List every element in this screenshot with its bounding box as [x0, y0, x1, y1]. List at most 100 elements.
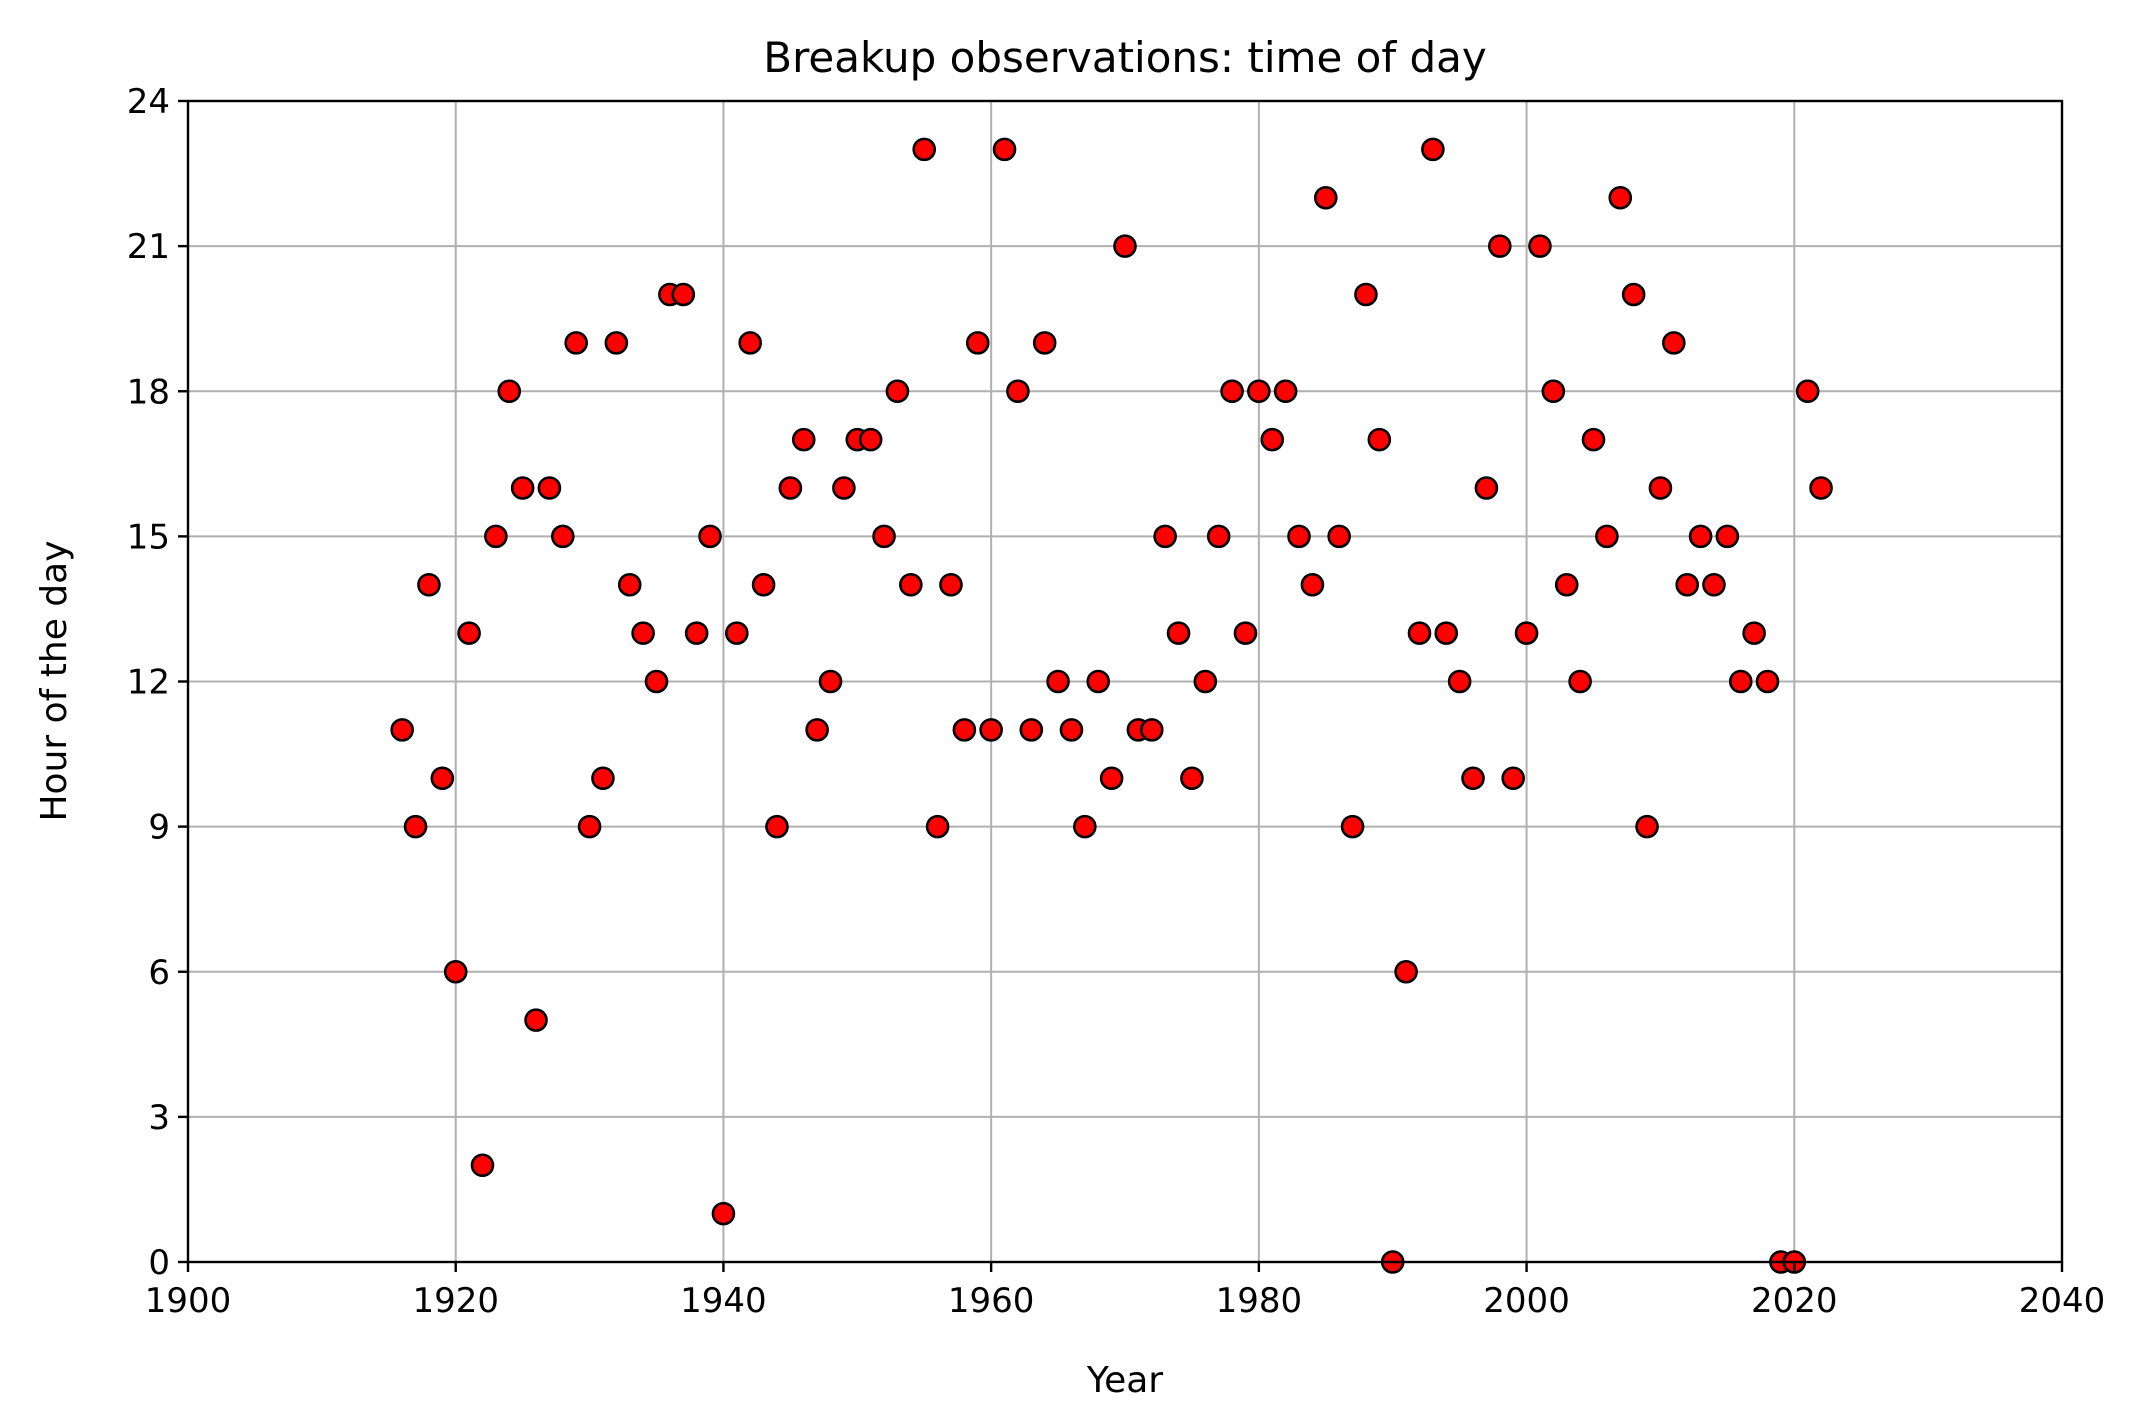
y-tick-label: 0	[148, 1243, 170, 1283]
data-point	[1046, 669, 1070, 694]
data-point	[1809, 476, 1833, 500]
y-tick-label: 9	[148, 808, 170, 848]
data-point	[1099, 766, 1124, 791]
y-tick-label: 18	[127, 372, 170, 412]
y-tick-label: 15	[127, 517, 170, 557]
data-point	[684, 621, 709, 645]
data-point	[1728, 669, 1753, 694]
data-point	[577, 814, 602, 839]
data-point	[1032, 331, 1057, 355]
data-point	[671, 282, 696, 307]
x-tick-label: 1920	[412, 1281, 499, 1321]
data-point	[818, 669, 843, 694]
data-point	[1287, 524, 1311, 549]
data-point	[751, 572, 776, 597]
data-point	[1367, 427, 1392, 452]
data-point	[591, 766, 615, 791]
data-point	[778, 476, 803, 500]
x-tick-label: 2020	[1751, 1281, 1838, 1321]
data-point	[1648, 476, 1673, 500]
data-point	[1675, 572, 1699, 597]
data-point	[470, 1153, 495, 1178]
data-point	[1407, 621, 1432, 645]
data-point	[1153, 524, 1177, 549]
data-point	[417, 572, 441, 597]
y-tick-label: 6	[148, 953, 170, 993]
data-point	[1595, 524, 1619, 549]
data-point	[644, 669, 669, 694]
data-point	[1139, 718, 1164, 742]
data-point	[738, 331, 763, 355]
data-point	[1260, 427, 1285, 452]
data-point	[1247, 379, 1271, 404]
data-point	[1313, 185, 1338, 210]
data-point	[952, 718, 977, 742]
data-point	[698, 524, 722, 549]
data-point	[1113, 234, 1137, 258]
data-point	[1006, 379, 1030, 404]
data-point	[885, 379, 910, 404]
data-point	[1394, 959, 1418, 984]
data-point	[1340, 814, 1365, 839]
data-point	[403, 814, 428, 839]
data-point	[1528, 234, 1552, 258]
data-point	[1019, 718, 1044, 742]
chart-title: Breakup observations: time of day	[763, 33, 1487, 82]
data-point	[617, 572, 642, 597]
data-point	[1220, 379, 1244, 404]
data-point	[1166, 621, 1191, 645]
data-point	[1073, 814, 1097, 839]
y-tick-label: 12	[127, 663, 170, 703]
data-point	[912, 137, 937, 162]
data-point	[497, 379, 522, 404]
data-point	[1501, 766, 1525, 791]
data-point	[711, 1201, 736, 1226]
y-tick-label: 3	[148, 1098, 170, 1138]
data-point	[1206, 524, 1231, 549]
data-point	[1795, 379, 1820, 404]
data-point	[1581, 427, 1606, 452]
data-point	[1621, 282, 1646, 307]
data-points	[390, 137, 1833, 1274]
x-axis-label: Year	[1086, 1360, 1163, 1401]
data-point	[805, 718, 829, 742]
data-point	[1635, 814, 1659, 839]
x-tick-label: 1940	[680, 1281, 767, 1321]
data-point	[925, 814, 950, 839]
data-point	[390, 718, 414, 742]
data-point	[899, 572, 923, 597]
data-point	[858, 427, 883, 452]
data-point	[1447, 669, 1472, 694]
x-tick-label: 2000	[1483, 1281, 1570, 1321]
data-point	[1688, 524, 1713, 549]
x-tick-label: 2040	[2019, 1281, 2106, 1321]
data-point	[832, 476, 856, 500]
y-axis-label: Hour of the day	[34, 540, 75, 821]
data-point	[1541, 379, 1566, 404]
x-tick-label: 1900	[145, 1281, 232, 1321]
data-point	[1461, 766, 1485, 791]
data-point	[1568, 669, 1592, 694]
x-tick-labels: 1900 1920 1940 1960 1980 2000 2020 2040	[145, 1281, 2106, 1321]
data-point	[1702, 572, 1726, 597]
data-point	[1662, 331, 1686, 355]
data-point	[1233, 621, 1258, 645]
data-point	[765, 814, 789, 839]
data-point	[725, 621, 749, 645]
data-point	[1608, 185, 1633, 210]
data-point	[1059, 718, 1084, 742]
data-point	[1488, 234, 1512, 258]
data-point	[939, 572, 963, 597]
data-point	[1273, 379, 1298, 404]
data-point	[550, 524, 575, 549]
axis-ticks	[178, 99, 2064, 1272]
data-point	[965, 331, 990, 355]
data-point	[979, 718, 1003, 742]
data-point	[872, 524, 896, 549]
data-point	[631, 621, 655, 645]
data-point	[1300, 572, 1325, 597]
data-point	[1742, 621, 1766, 645]
data-point	[604, 331, 629, 355]
